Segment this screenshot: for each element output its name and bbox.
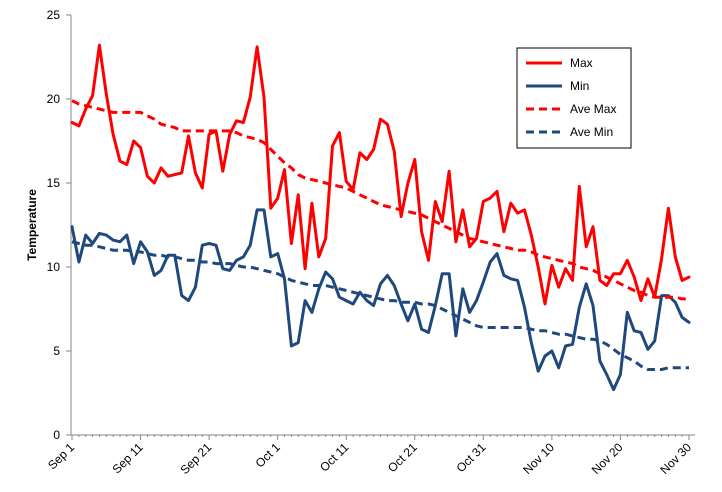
x-ticks: Sep 1 Sep 11 Sep 21 Oct 1 Oct 11 Oct 21 Oct 31…	[45, 435, 694, 477]
legend-box	[516, 47, 632, 149]
legend-label: Min	[570, 79, 589, 93]
series-line-ave-max	[71, 99, 689, 301]
y-tick-label: 20	[47, 92, 61, 106]
x-tick-label: Sep 21	[177, 440, 214, 477]
y-tick-label: 10	[47, 260, 61, 274]
legend-label: Max	[570, 56, 593, 70]
y-tick-label: 25	[47, 8, 61, 22]
y-tick-label: 15	[47, 176, 61, 190]
x-tick-label: Nov 20	[589, 440, 626, 477]
legend-label: Ave Max	[570, 102, 616, 116]
x-tick-label: Oct 11	[317, 440, 351, 474]
x-tick-label: Nov 30	[657, 440, 694, 477]
legend: Max Min Ave Max Ave Min	[516, 47, 632, 149]
x-tick-label: Oct 1	[253, 440, 283, 470]
x-tick-label: Nov 10	[520, 440, 557, 477]
legend-label: Ave Min	[570, 125, 613, 139]
x-tick-label: Sep 1	[45, 440, 77, 472]
y-tick-label: 0	[53, 428, 60, 442]
x-tick-label: Oct 21	[385, 440, 420, 475]
y-ticks: 0 5 10 15 20 25	[47, 8, 71, 442]
y-tick-label: 5	[53, 344, 60, 358]
x-tick-label: Oct 31	[454, 440, 489, 475]
series-layer	[70, 43, 691, 392]
series-line-ave-min	[71, 240, 689, 371]
series-line-min	[70, 208, 691, 392]
x-tick-label: Sep 11	[110, 440, 146, 476]
y-axis-title: Temperature	[25, 189, 39, 261]
y-axis-title-group: Temperature	[25, 189, 39, 261]
series-line-max	[70, 43, 691, 306]
